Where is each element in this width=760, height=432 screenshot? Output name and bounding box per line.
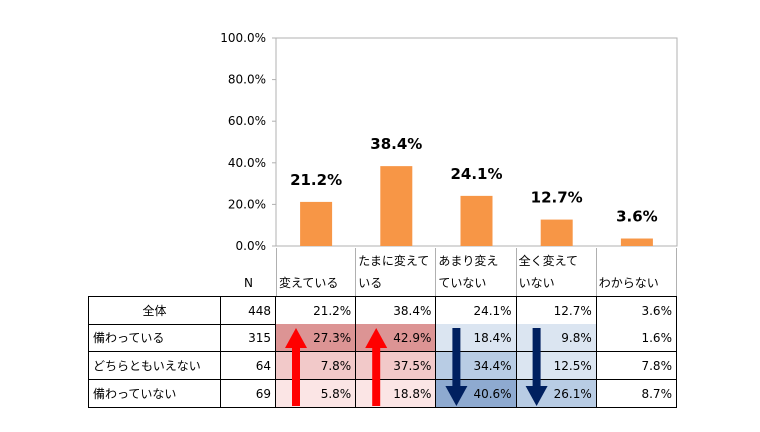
chart-axes: 0.0% 20.0% 40.0% 60.0% 80.0% 100.0% [220, 31, 678, 253]
table-cell: 1.6% [596, 324, 677, 352]
x-category-label-line: いる [358, 276, 383, 290]
bar-value-label: 12.7% [531, 189, 583, 207]
y-tick-label: 100.0% [220, 31, 266, 45]
table-row: 備わっている 315 27.3% 42.9% 18.4% 9.8% 1.6% [88, 324, 677, 352]
table-cell: 18.4% [436, 324, 517, 352]
x-category-label: 変えている [276, 248, 357, 296]
table-cell: 26.1% [516, 380, 597, 408]
y-tick-label: 60.0% [228, 114, 266, 128]
table-cell: 5.8% [276, 380, 357, 408]
table-cell: 7.8% [596, 352, 677, 380]
table-row: 全体 448 21.2% 38.4% 24.1% 12.7% 3.6% [88, 296, 677, 325]
x-category-label-line: あまり変え [438, 254, 499, 268]
x-category-label: 全く変えて いない [517, 248, 597, 296]
x-category-label-line: たまに変えて [358, 254, 430, 268]
x-category-label-line: ていない [438, 276, 487, 290]
bar-value-label: 21.2% [290, 171, 342, 189]
row-n-value: 64 [221, 352, 276, 380]
table-cell: 21.2% [276, 297, 357, 325]
table-cell: 12.7% [516, 297, 597, 325]
table-cell: 24.1% [436, 297, 517, 325]
x-category-label-line: いない [518, 276, 555, 290]
x-category-label: わからない [597, 248, 677, 296]
bar-value-label: 3.6% [616, 208, 658, 226]
chart-bars [300, 166, 653, 246]
table-cell: 40.6% [436, 380, 517, 408]
table-cell: 3.6% [596, 297, 677, 325]
row-n-value: 315 [221, 324, 276, 352]
table-row: どちらともいえない 64 7.8% 37.5% 34.4% 12.5% 7.8% [88, 352, 677, 380]
bar-chart: 0.0% 20.0% 40.0% 60.0% 80.0% 100.0% 21.2% 38.4… [220, 31, 678, 253]
bar [460, 195, 493, 246]
bar [540, 219, 573, 246]
table-cell: 27.3% [276, 324, 357, 352]
table-cell: 42.9% [356, 324, 437, 352]
y-tick-label: 80.0% [228, 73, 266, 87]
y-tick-label: 20.0% [228, 197, 266, 211]
x-category-label-line: わからない [598, 276, 659, 290]
chart-data-labels: 21.2% 38.4% 24.1% 12.7% 3.6% [290, 135, 658, 225]
x-category-label-line: 変えている [279, 276, 339, 290]
y-tick-label: 40.0% [228, 156, 266, 170]
table-cell: 7.8% [276, 352, 357, 380]
table-cell: 18.8% [356, 380, 437, 408]
x-category-label-line: 全く変えて [518, 254, 578, 268]
y-tick-label: 0.0% [236, 239, 267, 253]
table-cell: 37.5% [356, 352, 437, 380]
row-n-value: 69 [221, 380, 276, 408]
row-label: 全体 [88, 297, 221, 325]
bar [620, 238, 653, 246]
bar [300, 201, 333, 246]
row-n-value: 448 [221, 297, 276, 325]
table-cell: 38.4% [356, 297, 437, 325]
row-label: 備わっている [88, 324, 221, 352]
n-column-header: N [244, 276, 253, 290]
row-label: どちらともいえない [88, 352, 221, 380]
table-cell: 12.5% [516, 352, 597, 380]
table-row: 備わっていない 69 5.8% 18.8% 40.6% 26.1% 8.7% [88, 380, 677, 408]
x-category-label: たまに変えて いる [356, 248, 437, 296]
x-category-label: あまり変え ていない [436, 248, 517, 296]
table-cell: 9.8% [516, 324, 597, 352]
table-cell: 8.7% [596, 380, 677, 408]
bar-value-label: 24.1% [450, 165, 502, 183]
bar-value-label: 38.4% [370, 135, 422, 153]
row-label: 備わっていない [88, 380, 221, 408]
table-cell: 34.4% [436, 352, 517, 380]
bar [380, 166, 413, 246]
